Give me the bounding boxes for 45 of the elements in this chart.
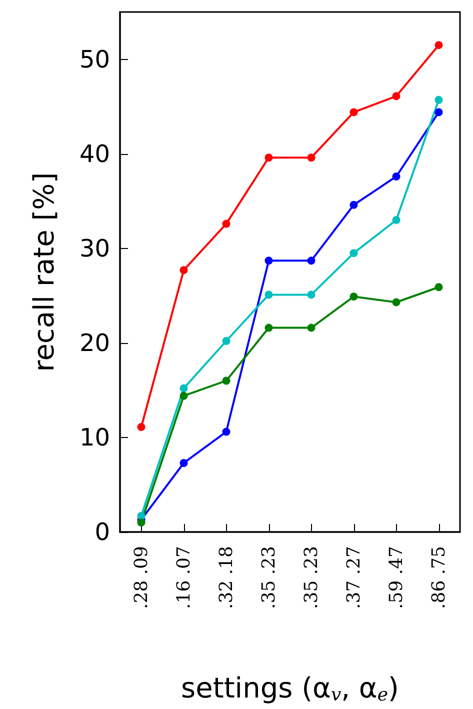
y-tick-label: 40 [79, 140, 110, 168]
y-tick-label: 0 [94, 518, 110, 546]
point [307, 324, 316, 332]
point [180, 384, 188, 392]
point [392, 298, 400, 306]
point [392, 216, 400, 224]
point [264, 154, 273, 162]
point [350, 108, 358, 116]
point [222, 337, 230, 346]
point [222, 428, 230, 436]
point [392, 92, 400, 100]
point [307, 290, 316, 299]
point [434, 108, 443, 116]
point [307, 256, 316, 265]
x-tick-label: .35 .23 [300, 546, 322, 609]
point [350, 200, 358, 209]
x-tick-label: .32 .18 [216, 546, 237, 609]
point [434, 41, 443, 50]
point [264, 256, 273, 265]
x-tick-label: .86 .75 [428, 546, 450, 609]
point [222, 376, 230, 385]
point [350, 292, 358, 301]
y-tick-label: 50 [79, 45, 110, 74]
y-tick-label: 20 [79, 328, 110, 357]
point [222, 220, 230, 228]
point [350, 249, 358, 258]
point [392, 172, 400, 181]
x-tick-label: .16 .07 [173, 546, 194, 609]
point [264, 324, 273, 332]
y-axis-title: recall rate [%] [28, 172, 60, 372]
y-tick-label: 30 [79, 234, 110, 262]
point [180, 392, 188, 400]
x-tick-label: .59 .47 [386, 546, 407, 609]
point [434, 283, 443, 292]
point [434, 96, 443, 104]
point [137, 423, 146, 432]
x-tick-label: .35 .23 [258, 546, 280, 609]
point [307, 154, 316, 162]
y-tick-label: 10 [79, 423, 110, 452]
point [180, 458, 188, 467]
x-tick-label: .28 .09 [130, 546, 152, 609]
point [180, 266, 188, 274]
point [137, 518, 146, 527]
x-tick-label: .37 .27 [343, 546, 364, 609]
point [264, 290, 273, 299]
